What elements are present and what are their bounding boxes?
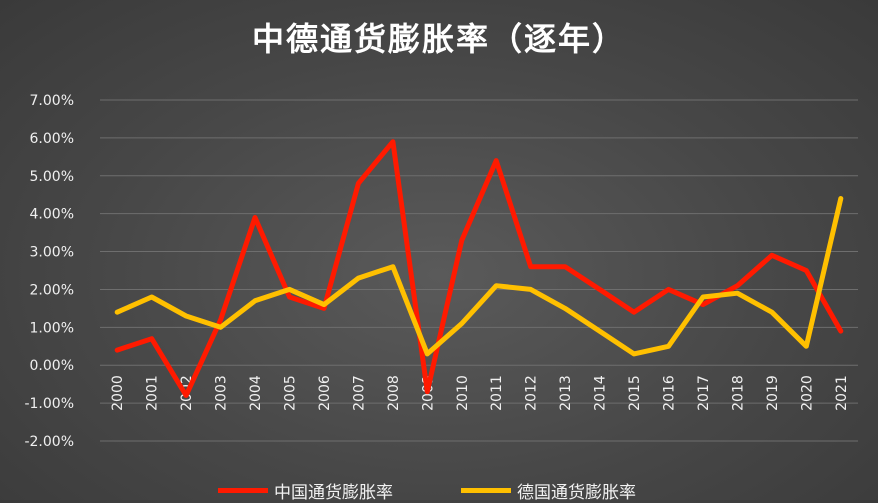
x-tick-label: 2017 xyxy=(696,375,712,411)
x-tick-label: 2018 xyxy=(730,375,746,411)
legend: 中国通货膨胀率 德国通货膨胀率 xyxy=(0,478,878,503)
y-tick-label: 4.00% xyxy=(30,207,74,223)
y-tick-label: 0.00% xyxy=(30,358,74,374)
x-tick-label: 2016 xyxy=(662,375,678,411)
chart-title: 中德通货膨胀率（逐年） xyxy=(251,20,626,58)
legend-swatch-china xyxy=(218,488,268,493)
series-line-china xyxy=(114,139,844,398)
legend-item-germany: 德国通货膨胀率 xyxy=(461,478,636,503)
x-tick-label: 2011 xyxy=(489,375,505,411)
x-tick-label: 2005 xyxy=(283,375,299,411)
x-tick-label: 2007 xyxy=(351,375,367,411)
x-tick-label: 2003 xyxy=(214,375,230,411)
y-tick-label: 2.00% xyxy=(30,282,74,298)
legend-item-china: 中国通货膨胀率 xyxy=(218,478,393,503)
legend-label-china: 中国通货膨胀率 xyxy=(274,483,393,503)
y-tick-label: -2.00% xyxy=(24,434,74,450)
x-tick-label: 2019 xyxy=(765,375,781,411)
y-tick-label: 6.00% xyxy=(30,131,74,147)
x-tick-label: 2000 xyxy=(110,375,126,411)
y-tick-label: 5.00% xyxy=(30,169,74,185)
gridlines xyxy=(100,99,858,442)
y-tick-label: -1.00% xyxy=(24,396,74,412)
x-tick-label: 2006 xyxy=(317,375,333,411)
y-tick-label: 3.00% xyxy=(30,245,74,261)
x-axis-ticks: 2000 2001 2002 2003 2004 2005 2006 2007 2008 2009… xyxy=(110,375,850,411)
x-tick-label: 2020 xyxy=(799,375,815,411)
series-line-germany xyxy=(114,196,844,357)
legend-swatch-germany xyxy=(461,488,511,493)
y-axis-ticks: -2.00% -1.00% 0.00% 1.00% 2.00% 3.00% 4.00% 5.0… xyxy=(24,93,74,450)
legend-label-germany: 德国通货膨胀率 xyxy=(517,483,636,503)
x-tick-label: 2004 xyxy=(248,375,264,411)
y-tick-label: 1.00% xyxy=(30,320,74,336)
x-tick-label: 2013 xyxy=(558,375,574,411)
x-tick-label: 2021 xyxy=(834,375,850,411)
x-tick-label: 2014 xyxy=(593,375,609,411)
series-lines xyxy=(114,139,844,398)
x-tick-label: 2010 xyxy=(455,375,471,411)
y-tick-label: 7.00% xyxy=(30,93,74,109)
x-tick-label: 2001 xyxy=(145,375,161,411)
x-tick-label: 2015 xyxy=(627,375,643,411)
x-tick-label: 2008 xyxy=(386,375,402,411)
x-tick-label: 2012 xyxy=(524,375,540,411)
